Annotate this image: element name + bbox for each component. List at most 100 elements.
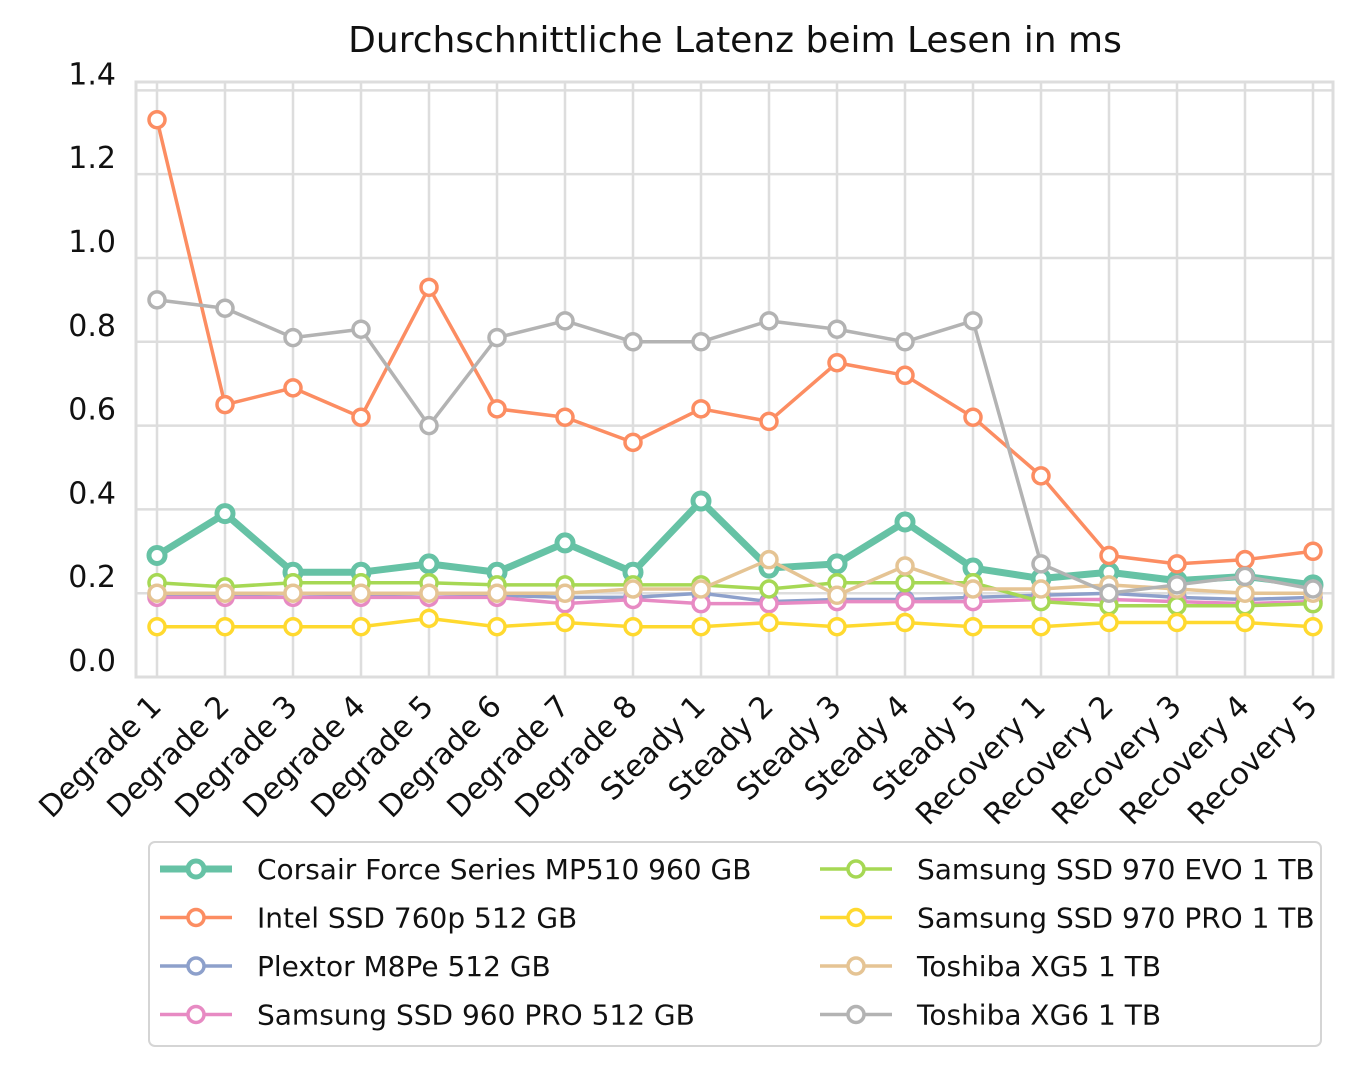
legend-box	[148, 841, 1322, 1047]
data-point	[487, 616, 507, 637]
legend: Corsair Force Series MP510 960 GB Intel S…	[148, 841, 1322, 1047]
data-point	[963, 407, 983, 427]
data-point	[215, 298, 235, 319]
data-point	[215, 394, 235, 415]
legend-marker-icon	[846, 859, 866, 879]
data-point	[351, 583, 371, 603]
legend-marker-icon	[186, 1004, 206, 1025]
series-5	[147, 608, 1323, 637]
legend-item: Samsung SSD 960 PRO 512 GB	[160, 999, 695, 1032]
data-point	[487, 327, 507, 348]
data-point	[283, 583, 303, 603]
legend-item: Samsung SSD 970 EVO 1 TB	[820, 853, 1315, 886]
y-tick-label: 0.6	[68, 393, 116, 428]
data-point	[555, 583, 575, 603]
legend-label: Toshiba XG6 1 TB	[916, 999, 1161, 1032]
data-point	[690, 490, 712, 512]
data-point	[1031, 554, 1051, 574]
data-point	[691, 616, 711, 637]
legend-label: Samsung SSD 970 PRO 1 TB	[917, 902, 1315, 935]
data-point	[147, 583, 167, 603]
data-point	[1167, 596, 1187, 616]
data-point	[1099, 583, 1119, 603]
legend-label: Intel SSD 760p 512 GB	[257, 902, 577, 935]
series-group	[146, 109, 1324, 637]
y-tick-label: 1.4	[68, 57, 116, 92]
data-point	[283, 616, 303, 637]
legend-item: Plextor M8Pe 512 GB	[160, 950, 551, 983]
data-point	[554, 532, 576, 554]
series-line	[155, 497, 1314, 589]
data-point	[895, 365, 915, 386]
data-point	[1235, 549, 1255, 570]
data-point	[827, 585, 847, 606]
data-point	[283, 378, 303, 398]
y-tick-label: 0.4	[68, 476, 116, 511]
data-point	[214, 503, 236, 525]
data-point	[1099, 545, 1119, 566]
legend-item: Toshiba XG5 1 TB	[820, 950, 1161, 983]
y-tick-label: 1.2	[68, 141, 116, 176]
legend-label: Corsair Force Series MP510 960 GB	[257, 853, 751, 886]
data-point	[623, 332, 643, 352]
y-tick-label: 0.8	[68, 309, 116, 344]
data-point	[555, 311, 575, 331]
y-tick-label: 1.0	[68, 225, 116, 260]
data-point	[1167, 554, 1187, 574]
data-point	[419, 415, 439, 436]
data-point	[147, 290, 167, 310]
data-point	[1235, 612, 1255, 633]
data-point	[895, 591, 915, 612]
data-point	[351, 407, 371, 427]
data-point	[419, 608, 439, 629]
data-point	[759, 311, 779, 331]
data-point	[623, 432, 643, 453]
legend-item: Intel SSD 760p 512 GB	[160, 902, 577, 935]
data-point	[1235, 583, 1255, 603]
data-point	[691, 332, 711, 352]
data-point	[1031, 616, 1051, 637]
series-7	[147, 290, 1323, 603]
data-point	[826, 553, 848, 575]
data-point	[895, 572, 915, 593]
data-point	[1303, 541, 1323, 562]
series-line	[156, 580, 1314, 608]
data-point	[827, 616, 847, 637]
data-point	[1099, 612, 1119, 633]
data-point	[147, 616, 167, 637]
y-tick-label: 0.0	[68, 644, 116, 679]
legend-marker-icon	[846, 907, 866, 928]
data-point	[895, 556, 915, 576]
data-point	[283, 327, 303, 348]
plot-area-frame	[134, 80, 1335, 679]
data-point	[623, 616, 643, 637]
data-point	[215, 616, 235, 637]
legend-item: Corsair Force Series MP510 960 GB	[160, 853, 751, 886]
data-point	[1303, 616, 1323, 637]
data-point	[555, 407, 575, 427]
series-line	[157, 557, 1313, 598]
data-point	[691, 399, 711, 419]
data-point	[691, 579, 711, 599]
data-point	[418, 553, 440, 575]
data-point	[827, 319, 847, 339]
data-point	[963, 579, 983, 599]
data-point	[146, 544, 168, 566]
series-1	[147, 109, 1323, 574]
data-point	[419, 277, 439, 298]
series-line	[157, 616, 1314, 629]
data-point	[419, 583, 439, 603]
data-point	[759, 549, 779, 570]
chart-title: Durchschnittliche Latenz beim Lesen in m…	[348, 20, 1122, 61]
data-point	[827, 352, 847, 373]
series-line	[155, 119, 1314, 566]
y-tick-label: 0.2	[68, 560, 116, 595]
data-point	[895, 332, 915, 352]
legend-marker-icon	[185, 858, 207, 880]
data-point	[623, 579, 643, 599]
data-point	[555, 612, 575, 633]
data-point	[759, 411, 779, 432]
data-point	[215, 583, 235, 603]
series-line	[157, 595, 1314, 606]
